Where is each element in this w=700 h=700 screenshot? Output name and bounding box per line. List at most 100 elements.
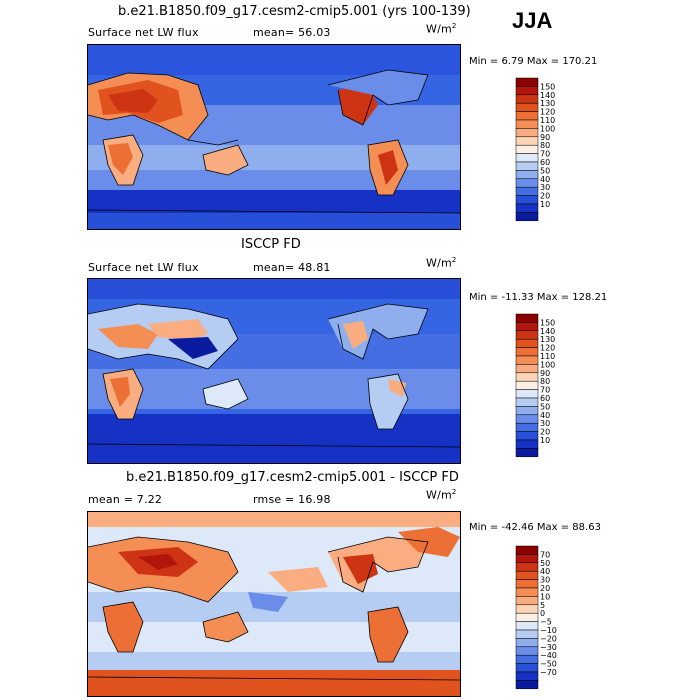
colorbar-tick-label: 5 (540, 601, 545, 610)
panel-1-minmax: Min = 6.79 Max = 170.21 (469, 56, 598, 67)
panel-3-mean-label: mean = 7.22 (88, 493, 163, 506)
colorbar-tick-label: 120 (540, 344, 555, 353)
panel-2-minmax: Min = -11.33 Max = 128.21 (469, 292, 608, 303)
colorbar-tick-label: 110 (540, 116, 555, 125)
panel-3-colorbar: 70 50 40 30 20 10 5 0 −5 −10 −20 −30 −40 −50 −70 (515, 545, 576, 696)
panel-2-map (87, 278, 461, 464)
colorbar-swatch (515, 355, 539, 365)
colorbar-tick-label: 50 (540, 559, 550, 568)
colorbar-swatch (515, 621, 539, 631)
colorbar-swatch (515, 170, 539, 180)
colorbar-swatch (515, 144, 539, 154)
colorbar-swatch (515, 579, 539, 589)
colorbar-swatch (515, 77, 539, 87)
panel-2-colorbar: 150 140 130 120 110 100 90 80 70 60 50 40 30 20 10 (515, 313, 576, 464)
colorbar-swatch (515, 545, 539, 555)
colorbar-tick-label: 100 (540, 124, 555, 133)
panel-3-rmse-label: rmse = 16.98 (253, 493, 331, 506)
colorbar-tick-label: 70 (540, 150, 550, 159)
colorbar-tick-label: 50 (540, 166, 550, 175)
panel-2-variable-label: Surface net LW flux (88, 261, 199, 274)
colorbar-tick-label: 30 (540, 183, 550, 192)
colorbar-tick-label: 30 (540, 576, 550, 585)
colorbar-swatch (515, 587, 539, 597)
colorbar-swatch (515, 186, 539, 196)
colorbar-tick-label: 50 (540, 402, 550, 411)
colorbar-swatch (515, 629, 539, 639)
season-label: JJA (512, 8, 553, 33)
panel-3-minmax: Min = -42.46 Max = 88.63 (469, 522, 601, 533)
colorbar-tick-label: 150 (540, 82, 555, 91)
colorbar-swatch (515, 364, 539, 374)
colorbar-swatch (515, 422, 539, 432)
colorbar-tick-label: 0 (540, 609, 545, 618)
colorbar-swatch (515, 338, 539, 348)
colorbar-swatch (515, 102, 539, 112)
colorbar-swatch (515, 195, 539, 205)
panel-3-map (87, 511, 461, 697)
colorbar-tick-label: 90 (540, 369, 550, 378)
colorbar-swatch (515, 570, 539, 580)
colorbar-swatch (515, 397, 539, 407)
colorbar-swatch (515, 554, 539, 564)
colorbar-tick-label: 120 (540, 108, 555, 117)
colorbar-tick-label: −50 (540, 660, 557, 669)
colorbar-tick-label: 80 (540, 141, 550, 150)
colorbar-tick-label: −40 (540, 651, 557, 660)
colorbar-swatch (515, 638, 539, 648)
panel-1-colorbar: 150 140 130 120 110 100 90 80 70 60 50 40 30 20 10 (515, 77, 576, 228)
colorbar-tick-label: −10 (540, 626, 557, 635)
colorbar-tick-label: 110 (540, 352, 555, 361)
colorbar-swatch (515, 680, 539, 690)
panel-2-mean-label: mean= 48.81 (253, 261, 331, 274)
colorbar-swatch (515, 212, 539, 222)
panel-1-title: b.e21.B1850.f09_g17.cesm2-cmip5.001 (yrs… (118, 4, 471, 19)
panel-1-units: W/m2 (426, 22, 457, 36)
panel-1-map (87, 44, 461, 230)
colorbar-tick-label: 90 (540, 133, 550, 142)
colorbar-tick-label: 20 (540, 428, 550, 437)
panel-1-variable-label: Surface net LW flux (88, 26, 199, 39)
colorbar-tick-label: 140 (540, 91, 555, 100)
colorbar-tick-label: 60 (540, 394, 550, 403)
colorbar-swatch (515, 671, 539, 681)
colorbar-tick-label: −70 (540, 668, 557, 677)
colorbar-tick-label: 100 (540, 360, 555, 369)
colorbar-swatch (515, 330, 539, 340)
colorbar-tick-label: 30 (540, 419, 550, 428)
colorbar-swatch (515, 111, 539, 121)
colorbar-tick-label: −20 (540, 634, 557, 643)
colorbar-swatch (515, 448, 539, 458)
colorbar-tick-label: 40 (540, 175, 550, 184)
colorbar-swatch (515, 178, 539, 188)
panel-2-title: ISCCP FD (241, 237, 301, 252)
colorbar-swatch (515, 203, 539, 213)
colorbar-swatch (515, 372, 539, 382)
colorbar-swatch (515, 128, 539, 138)
colorbar-tick-label: 150 (540, 318, 555, 327)
colorbar-swatch (515, 562, 539, 572)
colorbar-swatch (515, 86, 539, 96)
colorbar-tick-label: 10 (540, 200, 550, 209)
colorbar-tick-label: 10 (540, 592, 550, 601)
colorbar-swatch (515, 612, 539, 622)
colorbar-tick-label: 60 (540, 158, 550, 167)
colorbar-swatch (515, 646, 539, 656)
colorbar-tick-label: 40 (540, 411, 550, 420)
panel-2-units: W/m2 (426, 256, 457, 270)
colorbar-tick-label: −5 (540, 618, 552, 627)
panel-3-units: W/m2 (426, 488, 457, 502)
colorbar-tick-label: 10 (540, 436, 550, 445)
panel-1-mean-label: mean= 56.03 (253, 26, 331, 39)
colorbar-swatch (515, 604, 539, 614)
colorbar-swatch (515, 654, 539, 664)
colorbar-swatch (515, 380, 539, 390)
colorbar-swatch (515, 94, 539, 104)
colorbar-tick-label: 80 (540, 377, 550, 386)
colorbar-swatch (515, 439, 539, 449)
colorbar-swatch (515, 414, 539, 424)
colorbar-tick-label: 40 (540, 567, 550, 576)
colorbar-tick-label: 70 (540, 550, 550, 559)
colorbar-tick-label: 130 (540, 335, 555, 344)
colorbar-tick-label: 20 (540, 584, 550, 593)
